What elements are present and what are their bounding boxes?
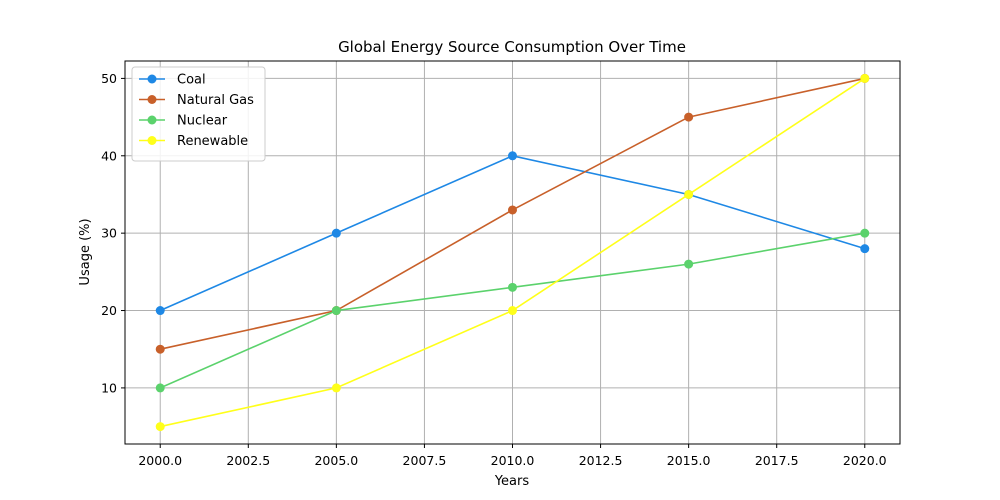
legend-label: Natural Gas (177, 93, 254, 108)
x-tick-label: 2005.0 (314, 453, 358, 468)
x-tick-label: 2017.5 (755, 453, 799, 468)
data-point-natural-gas (155, 344, 165, 354)
legend-marker (147, 74, 157, 84)
y-axis-label: Usage (%) (78, 218, 93, 285)
data-point-natural-gas (684, 112, 694, 122)
x-tick-label: 2002.5 (226, 453, 270, 468)
series-renewable (155, 73, 870, 432)
legend-label: Nuclear (177, 114, 228, 129)
data-point-renewable (331, 383, 341, 393)
legend-item-renewable: Renewable (139, 134, 248, 149)
data-point-nuclear (155, 383, 165, 393)
data-point-renewable (860, 73, 870, 83)
data-point-renewable (684, 189, 694, 199)
y-tick-label: 20 (101, 303, 117, 318)
data-point-renewable (508, 306, 517, 316)
data-point-coal (860, 244, 870, 254)
legend-item-natural-gas: Natural Gas (139, 93, 254, 108)
x-axis-label: Years (494, 474, 530, 489)
legend: Coal Natural Gas Nuclear Renewable (131, 66, 266, 162)
legend-label: Renewable (177, 134, 248, 149)
legend-box (131, 66, 266, 162)
data-point-nuclear (508, 282, 517, 292)
x-tick-label: 2007.5 (403, 453, 447, 468)
y-tick-label: 50 (101, 71, 117, 86)
x-tick-label: 2020.0 (843, 453, 887, 468)
legend-marker (147, 95, 157, 104)
legend-label: Coal (177, 73, 206, 88)
legend-item-nuclear: Nuclear (139, 114, 228, 129)
data-point-nuclear (860, 228, 870, 238)
x-tick-label: 2012.5 (579, 453, 623, 468)
legend-marker (147, 136, 157, 145)
y-tick-label: 10 (101, 380, 117, 395)
data-point-nuclear (684, 259, 694, 269)
data-point-coal (155, 306, 165, 316)
x-tick-label: 2015.0 (667, 453, 711, 468)
y-tick-label: 40 (101, 148, 117, 163)
series-layer (155, 73, 870, 432)
chart-title: Global Energy Source Consumption Over Ti… (338, 38, 686, 56)
legend-item-coal: Coal (139, 73, 206, 88)
data-point-nuclear (331, 306, 341, 316)
y-tick-label: 30 (101, 226, 117, 241)
axis-ticks: 2000.0 2002.5 2005.0 2007.5 2010.0 2012.5 2015… (101, 71, 887, 468)
x-tick-label: 2000.0 (138, 453, 182, 468)
series-nuclear (155, 228, 870, 393)
legend-marker (147, 115, 157, 125)
data-point-coal (508, 151, 517, 161)
data-point-renewable (155, 422, 165, 432)
data-point-coal (331, 228, 341, 238)
x-tick-label: 2010.0 (491, 453, 535, 468)
data-point-natural-gas (508, 205, 517, 215)
